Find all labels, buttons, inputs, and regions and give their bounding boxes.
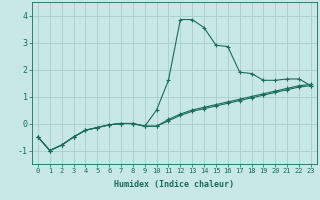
X-axis label: Humidex (Indice chaleur): Humidex (Indice chaleur)	[115, 180, 234, 189]
